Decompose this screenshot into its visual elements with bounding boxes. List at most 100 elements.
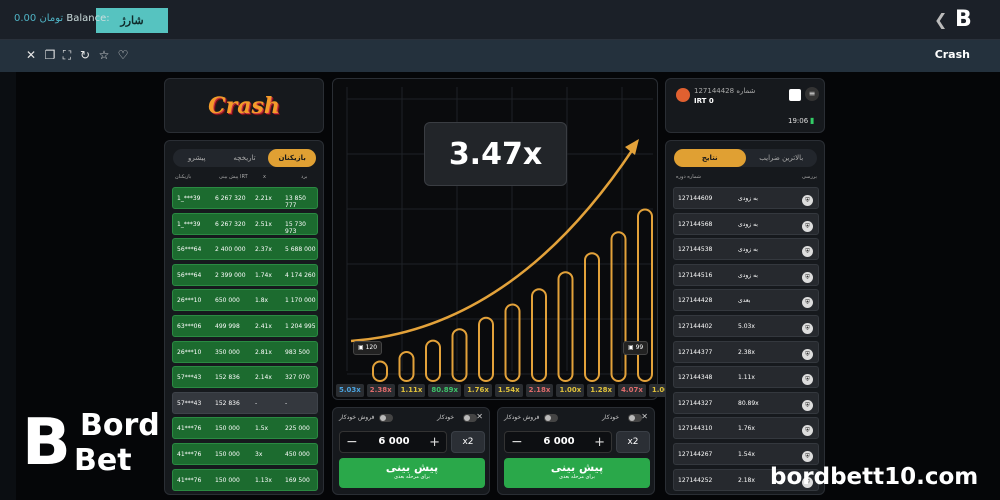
shield-icon[interactable]: ⛨ xyxy=(802,450,813,462)
star-icon[interactable]: ☆ xyxy=(98,48,110,62)
auto-bet-toggle[interactable] xyxy=(628,414,642,422)
history-item[interactable]: 1.00x xyxy=(556,384,585,397)
round-result: بعدی xyxy=(738,297,751,305)
balance-amount: 0.00 xyxy=(14,13,37,24)
minus-icon[interactable]: − xyxy=(511,434,523,450)
player-name: 1_***39 xyxy=(177,195,201,202)
history-item[interactable]: 2.18x xyxy=(525,384,554,397)
predict-label: پیش بینی xyxy=(550,461,604,474)
user-id-row: 127144428 شماره xyxy=(694,87,755,95)
close-icon[interactable]: ✕ xyxy=(641,412,648,421)
rounds-list: 127144609 به زودی ⛨ 127144568 به زودی ⛨ 127144… xyxy=(673,187,819,494)
history-item[interactable]: 5.03x xyxy=(336,384,364,397)
shield-icon[interactable]: ⛨ xyxy=(802,297,813,309)
shield-icon[interactable]: ⛨ xyxy=(802,399,813,411)
predict-sublabel: برای مرحله بعدی xyxy=(394,474,430,480)
history-item[interactable]: 1.28x xyxy=(587,384,616,397)
history-item[interactable]: 1.76x xyxy=(464,384,492,397)
shield-icon[interactable]: ⛨ xyxy=(802,425,813,437)
round-row[interactable]: 127144348 1.11x ⛨ xyxy=(673,366,819,389)
back-icon[interactable]: ❮ xyxy=(934,10,948,29)
table-row: 26***10 350 000 2.81x 983 500 xyxy=(172,340,318,363)
tab-leaders[interactable]: پیشرو xyxy=(188,154,206,162)
bet-amount-value[interactable]: 6 000 xyxy=(378,436,410,447)
round-row[interactable]: 127144516 به زودی ⛨ xyxy=(673,263,819,286)
auto-sell-toggle[interactable] xyxy=(544,414,558,422)
round-row[interactable]: 127144327 80.89x ⛨ xyxy=(673,391,819,414)
menu-icon[interactable]: ≡ xyxy=(805,87,819,101)
refresh-icon[interactable]: ↻ xyxy=(79,48,91,62)
player-name: 41***76 xyxy=(177,425,202,433)
bet-amount-value[interactable]: 6 000 xyxy=(543,436,575,447)
auto-bet-toggle[interactable] xyxy=(463,414,477,422)
bet-amount: 650 000 xyxy=(215,297,240,305)
double-bet-button[interactable]: x2 xyxy=(451,431,485,453)
round-id: 127144402 xyxy=(678,322,713,330)
history-item[interactable]: 80.89x xyxy=(428,384,462,397)
history-item[interactable]: 4.07x xyxy=(618,384,646,397)
cashout-multiplier: 2.51x xyxy=(255,220,272,228)
bet-amount-stepper[interactable]: − 6 000 + xyxy=(504,431,612,453)
win-amount: 1 170 000 xyxy=(285,297,316,305)
round-row[interactable]: 127144267 1.54x ⛨ xyxy=(673,442,819,465)
history-item[interactable]: 2.38x xyxy=(366,384,395,397)
predict-label: پیش بینی xyxy=(385,461,439,474)
round-row[interactable]: 127144428 بعدی ⛨ xyxy=(673,289,819,312)
table-row: 1_***39 6 267 320 2.51x 15 730 973 xyxy=(172,212,318,235)
user-id-label: شماره xyxy=(736,87,756,95)
predict-button[interactable]: پیش بینی برای مرحله بعدی xyxy=(339,458,485,488)
auto-sell-toggle[interactable] xyxy=(379,414,393,422)
close-icon[interactable]: ✕ xyxy=(25,48,37,62)
player-name: 56***64 xyxy=(177,271,202,279)
shield-icon[interactable]: ⛨ xyxy=(802,220,813,232)
round-row[interactable]: 127144310 1.76x ⛨ xyxy=(673,417,819,440)
win-amount: - xyxy=(285,399,288,407)
shield-icon[interactable]: ⛨ xyxy=(802,246,813,258)
history-item[interactable]: 1.54x xyxy=(494,384,523,397)
round-row[interactable]: 127144402 5.03x ⛨ xyxy=(673,314,819,337)
plus-icon[interactable]: + xyxy=(594,435,605,450)
tab-players[interactable]: بازیکنان xyxy=(268,149,317,167)
round-row[interactable]: 127144538 به زودی ⛨ xyxy=(673,238,819,261)
fullscreen-icon[interactable]: ⛶ xyxy=(62,48,72,62)
history-item[interactable]: 1.11x xyxy=(397,384,426,397)
round-row[interactable]: 127144377 2.38x ⛨ xyxy=(673,340,819,363)
round-row[interactable]: 127144568 به زودی ⛨ xyxy=(673,212,819,235)
tab-results[interactable]: نتایج xyxy=(674,149,746,167)
col-x: x xyxy=(263,174,266,180)
round-result: 5.03x xyxy=(738,322,755,330)
bet-amount: 2 399 000 xyxy=(215,271,246,279)
tab-top-multipliers[interactable]: بالاترین ضرایب xyxy=(759,154,804,162)
shield-icon[interactable]: ⛨ xyxy=(802,476,813,488)
balance-display: 0.00 تومان Balance: xyxy=(14,13,110,24)
shield-icon[interactable]: ⛨ xyxy=(802,195,813,206)
brand-logo[interactable]: B xyxy=(955,7,972,32)
shield-icon[interactable]: ⛨ xyxy=(802,322,813,334)
chat-icon[interactable] xyxy=(789,89,801,101)
tab-history[interactable]: تاریخچه xyxy=(233,154,256,162)
user-id: 127144428 xyxy=(694,87,735,95)
copy-icon[interactable]: ❐ xyxy=(44,48,56,62)
plus-icon[interactable]: + xyxy=(429,435,440,450)
charge-button[interactable]: شارژ xyxy=(96,8,168,33)
shield-icon[interactable]: ⛨ xyxy=(802,374,813,386)
predict-button[interactable]: پیش بینی برای مرحله بعدی xyxy=(504,458,650,488)
minus-icon[interactable]: − xyxy=(346,434,358,450)
rounds-table-header: شماره دوره بررسی xyxy=(672,174,820,184)
bet-amount: 150 000 xyxy=(215,476,240,484)
col-player: بازیکنان xyxy=(175,174,192,180)
round-row[interactable]: 127144252 2.18x ⛨ xyxy=(673,468,819,491)
close-icon[interactable]: ✕ xyxy=(476,412,483,421)
double-bet-button[interactable]: x2 xyxy=(616,431,650,453)
growth-bar xyxy=(557,271,574,382)
game-toolbar: ✕ ❐ ⛶ ↻ ☆ ♡ Crash xyxy=(0,40,1000,72)
player-name: 1_***39 xyxy=(177,220,201,228)
bet-amount-stepper[interactable]: − 6 000 + xyxy=(339,431,447,453)
heart-icon[interactable]: ♡ xyxy=(117,48,129,62)
shield-icon[interactable]: ⛨ xyxy=(802,348,813,360)
player-name: 57***43 xyxy=(177,374,202,382)
round-row[interactable]: 127144609 به زودی ⛨ xyxy=(673,187,819,209)
growth-bar xyxy=(425,339,441,383)
cashout-multiplier: 2.37x xyxy=(255,246,272,254)
shield-icon[interactable]: ⛨ xyxy=(802,271,813,283)
